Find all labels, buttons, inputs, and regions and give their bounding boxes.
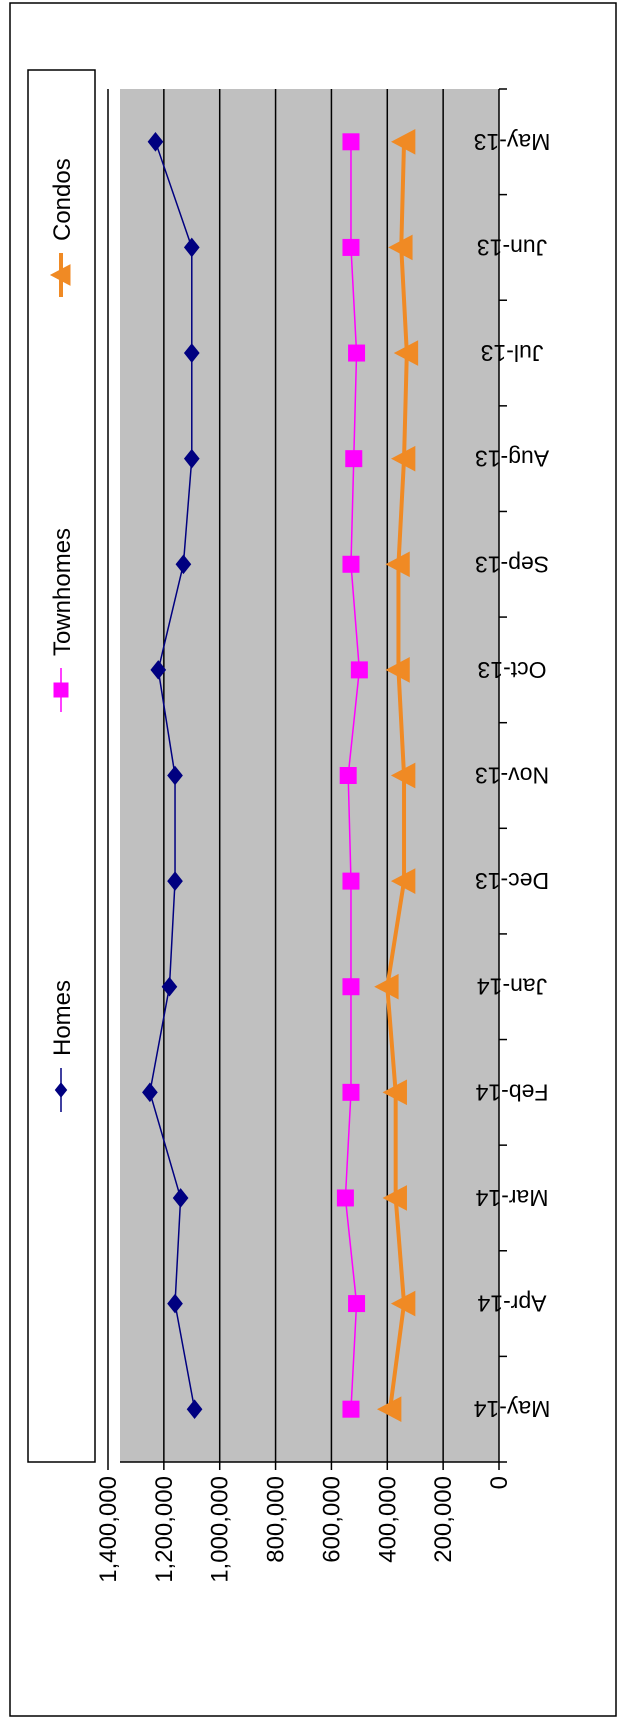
triangle-marker — [385, 657, 410, 683]
triangle-marker — [388, 234, 413, 261]
square-marker — [350, 661, 368, 679]
category-tick-label: Oct-13 — [477, 657, 546, 683]
triangle-marker — [390, 868, 416, 894]
triangle-marker — [390, 445, 416, 472]
triangle-marker — [390, 1290, 416, 1317]
square-marker — [53, 682, 69, 698]
square-marker — [342, 978, 360, 996]
legend-entry: Homes — [49, 980, 76, 1112]
square-marker — [342, 872, 360, 890]
diamond-marker — [172, 1188, 189, 1208]
category-tick-label: Sep-13 — [475, 551, 549, 577]
legend-label: Townhomes — [49, 528, 76, 656]
diamond-marker — [183, 343, 200, 363]
triangle-marker — [385, 551, 410, 578]
value-tick-label: 200,000 — [430, 1476, 457, 1563]
square-marker — [336, 1189, 354, 1207]
legend-box — [27, 69, 96, 1463]
square-marker — [345, 450, 363, 468]
square-marker — [342, 555, 360, 573]
triangle-marker — [377, 1396, 402, 1423]
category-tick-label: May-14 — [473, 1396, 550, 1422]
diamond-marker — [183, 237, 200, 258]
square-marker — [348, 344, 366, 362]
series-homes — [142, 132, 203, 1419]
diamond-marker — [54, 1082, 68, 1098]
diamond-marker — [183, 448, 200, 469]
square-marker — [339, 767, 357, 784]
axes — [107, 88, 507, 1470]
series-condos — [374, 128, 419, 1423]
triangle-marker — [393, 340, 419, 366]
diamond-marker — [167, 1293, 183, 1314]
value-tick-label: 0 — [486, 1476, 513, 1489]
category-tick-label: Aug-13 — [475, 446, 549, 472]
value-axis-tick-labels: 0 200,000 400,000 600,000 800,000 1,000,000 1,… — [95, 1476, 513, 1583]
category-tick-label: Nov-13 — [475, 763, 549, 789]
category-tick-label: Dec-13 — [475, 868, 549, 894]
triangle-marker — [374, 973, 399, 1000]
diamond-marker — [175, 554, 192, 575]
square-marker — [342, 1400, 360, 1418]
category-tick-label: Feb-14 — [475, 1079, 548, 1105]
category-tick-label: Jan-14 — [477, 974, 548, 1000]
legend-label: Condos — [49, 158, 76, 241]
category-tick-label: Jun-13 — [477, 234, 547, 260]
value-tick-label: 1,200,000 — [151, 1476, 178, 1583]
plot-area — [120, 89, 499, 1462]
value-tick-label: 400,000 — [374, 1476, 401, 1563]
gridlines — [107, 89, 444, 1462]
diamond-marker — [147, 132, 164, 152]
triangle-marker — [382, 1079, 407, 1106]
category-tick-label: Jul-13 — [481, 340, 544, 366]
category-tick-label: May-13 — [474, 129, 551, 155]
square-marker — [342, 1083, 360, 1101]
category-axis-tick-labels: May-13 Jun-13 Jul-13 Aug-13 Sep-13 Oct-13 Nov-… — [473, 129, 550, 1422]
triangle-marker — [382, 1185, 407, 1211]
diamond-marker — [167, 765, 183, 786]
legend-entry: Townhomes — [49, 528, 76, 712]
diamond-marker — [186, 1399, 203, 1419]
category-tick-label: Apr-14 — [477, 1291, 546, 1317]
diamond-marker — [161, 976, 178, 997]
series-layer — [142, 128, 419, 1423]
diamond-marker — [150, 660, 167, 680]
diamond-marker — [167, 871, 183, 891]
legend: Homes Townhomes Condos — [27, 69, 96, 1463]
value-tick-label: 1,000,000 — [207, 1476, 234, 1583]
category-tick-label: Mar-14 — [475, 1185, 548, 1211]
square-marker — [342, 238, 360, 256]
triangle-marker — [49, 264, 71, 286]
square-marker — [348, 1295, 366, 1313]
diamond-marker — [142, 1082, 158, 1103]
triangle-marker — [390, 762, 416, 789]
value-tick-label: 1,400,000 — [95, 1476, 122, 1583]
value-tick-label: 600,000 — [318, 1476, 345, 1563]
legend-entry: Condos — [49, 158, 76, 297]
legend-label: Homes — [49, 980, 76, 1056]
series-townhomes — [336, 133, 368, 1418]
triangle-marker — [390, 128, 416, 155]
value-tick-label: 800,000 — [263, 1476, 290, 1563]
square-marker — [342, 133, 360, 151]
